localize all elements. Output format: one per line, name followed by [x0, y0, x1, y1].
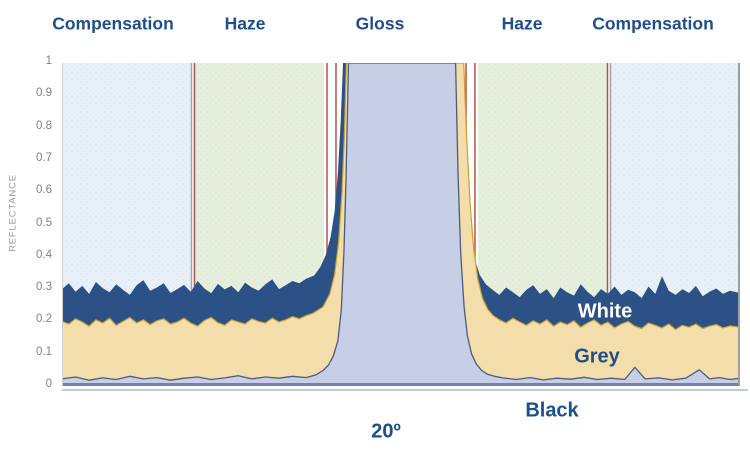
band-label-haze-left: Haze [224, 13, 266, 34]
band-label-compensation-left: Compensation [52, 13, 174, 34]
chart-canvas [62, 63, 740, 386]
y-tick-label: 0.7 [36, 151, 52, 164]
plot-area: White Grey [62, 63, 740, 386]
y-tick-label: 0.2 [36, 313, 52, 326]
series-line-grey [62, 63, 740, 331]
y-tick-label: 0.9 [36, 87, 52, 100]
band-label-gloss: Gloss [355, 13, 405, 34]
axis-underline [62, 389, 748, 391]
y-tick-label: 0.3 [36, 281, 52, 294]
series-label-grey: Grey [574, 345, 620, 368]
band-label-compensation-right: Compensation [592, 13, 714, 34]
y-tick-label: 0.4 [36, 248, 52, 261]
x-axis-title: 20º [371, 420, 401, 443]
y-tick-label: 0.1 [36, 345, 52, 358]
y-tick-label: 0.8 [36, 119, 52, 132]
y-tick-label: 0 [45, 378, 52, 390]
y-tick-label: 1 [45, 55, 52, 67]
y-tick-label: 0.5 [36, 216, 52, 229]
series-area-black [62, 63, 740, 386]
band-label-haze-right: Haze [501, 13, 543, 34]
y-tick-label: 0.6 [36, 184, 52, 197]
series-line-black [62, 63, 740, 381]
series-label-black: Black [525, 399, 579, 422]
series-label-white: White [577, 300, 633, 323]
